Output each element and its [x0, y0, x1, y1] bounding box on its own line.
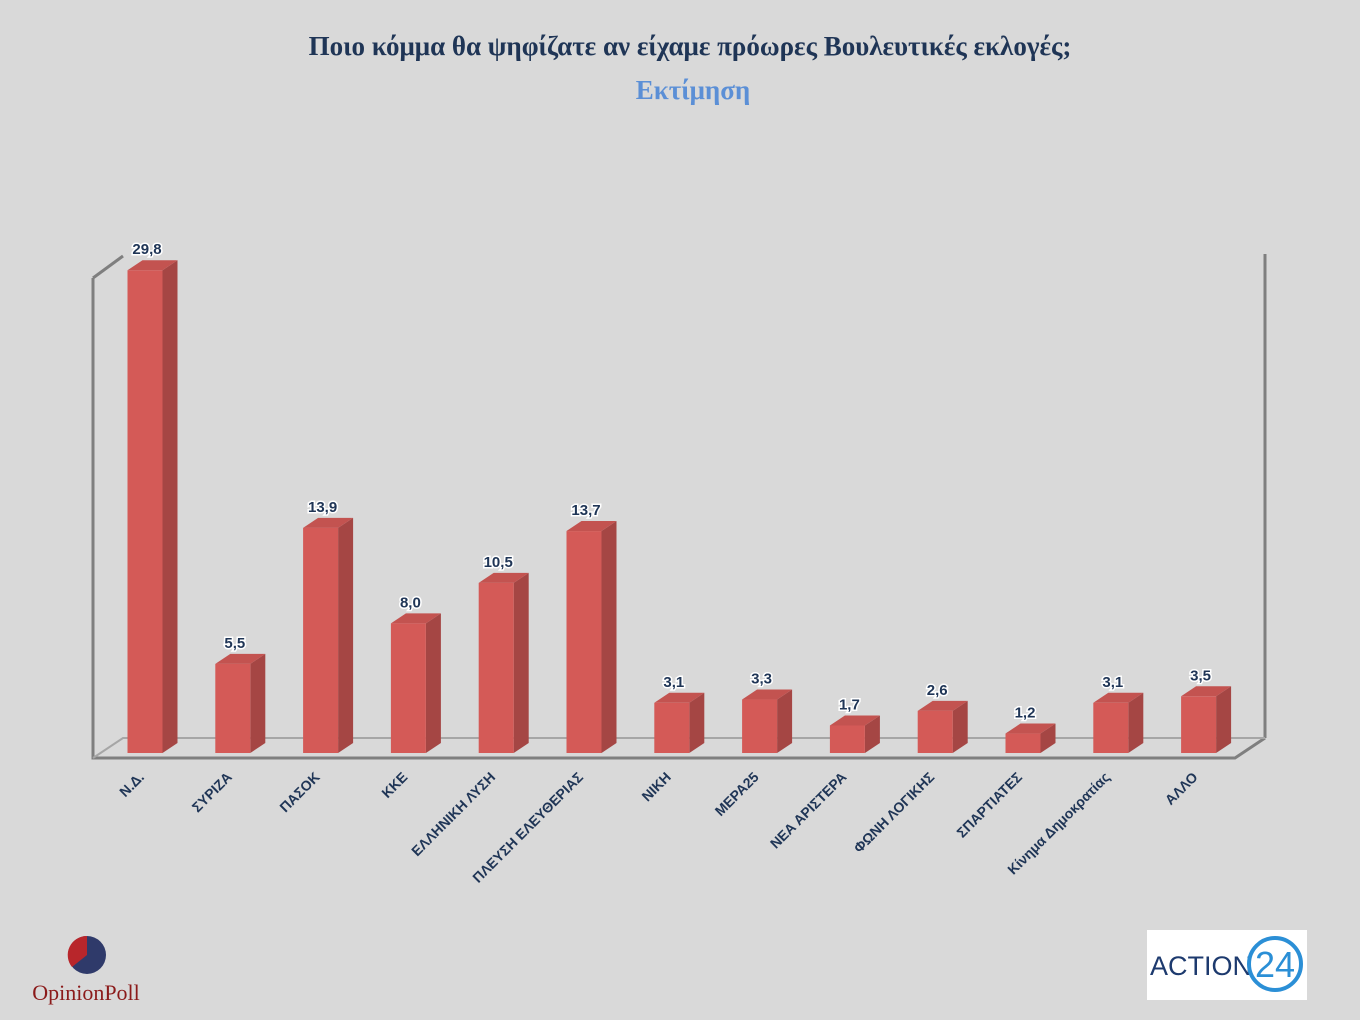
data-label: 5,5	[224, 635, 245, 652]
bar-top	[390, 613, 441, 624]
bar-top	[654, 692, 705, 703]
bar-side	[601, 521, 617, 753]
data-label: 3,3	[751, 671, 772, 688]
opinionpoll-logo: OpinionPoll	[32, 935, 140, 1005]
bar-top	[917, 700, 968, 711]
bar-top	[303, 517, 354, 528]
data-label: 13,7	[571, 502, 600, 519]
logo-text: OpinionPoll	[32, 980, 140, 1005]
logo-slice	[67, 935, 87, 967]
bar-top	[478, 572, 529, 583]
bar	[303, 527, 339, 753]
data-label: 8,0	[400, 594, 421, 611]
data-label: 3,5	[1190, 667, 1211, 684]
bar-top	[742, 689, 793, 700]
floor-back	[92, 737, 1265, 759]
bar	[1181, 696, 1217, 753]
bar-top	[1005, 723, 1056, 734]
bar	[478, 582, 514, 753]
bar-top	[566, 521, 617, 532]
bar	[127, 270, 163, 753]
logo-number: 24	[1255, 944, 1295, 985]
bar	[390, 623, 426, 753]
bar	[917, 710, 953, 753]
bar	[742, 699, 778, 753]
bar-side	[689, 692, 705, 753]
bar-side	[425, 613, 441, 753]
axes-frame	[91, 254, 1267, 760]
data-label: 1,7	[839, 696, 860, 713]
bar-top	[215, 653, 266, 664]
bar-top	[829, 715, 880, 726]
bar	[215, 663, 251, 753]
bar-top	[1093, 692, 1144, 703]
wall-edge	[92, 254, 124, 280]
chart-subtitle: Εκτίμηση	[636, 75, 750, 105]
data-label: 10,5	[484, 554, 513, 571]
logo-text: ACTION	[1150, 951, 1252, 981]
data-label: 1,2	[1015, 705, 1036, 722]
bar-side	[1216, 686, 1232, 753]
data-label: 3,1	[1102, 674, 1123, 691]
data-label: 3,1	[663, 674, 684, 691]
data-label: 2,6	[927, 682, 948, 699]
action24-logo: ACTION 24	[1147, 930, 1307, 1000]
bar	[566, 531, 602, 753]
bar	[829, 725, 865, 753]
bar-side	[513, 572, 529, 753]
chart-title: Ποιο κόμμα θα ψηφίζατε αν είχαμε πρόωρες…	[309, 31, 1072, 61]
bar-side	[952, 700, 968, 753]
bar-side	[1040, 723, 1056, 753]
bar-side	[162, 260, 178, 753]
bar	[654, 702, 690, 753]
bar-side	[338, 517, 354, 753]
bar	[1005, 733, 1041, 753]
bar-top	[127, 260, 178, 271]
bar-side	[250, 653, 266, 753]
data-label: 13,9	[308, 499, 337, 516]
bar-top	[1181, 686, 1232, 697]
logo-ring	[1247, 936, 1303, 992]
bar-side	[1128, 692, 1144, 753]
bar-side	[777, 689, 793, 753]
data-label: 29,8	[132, 241, 161, 258]
floor-front	[91, 278, 1266, 760]
bar	[1093, 702, 1129, 753]
bar-side	[864, 715, 880, 753]
